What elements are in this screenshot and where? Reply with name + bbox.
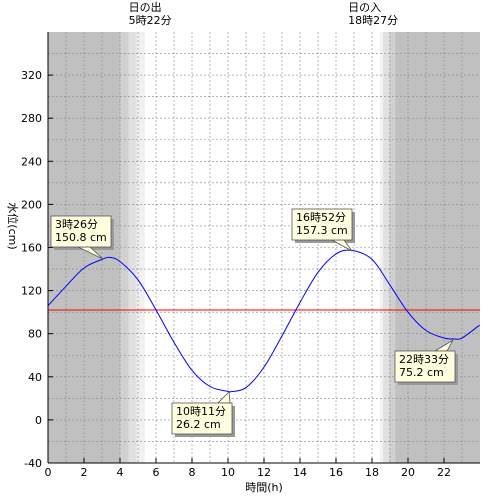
tide-curve <box>47 249 480 393</box>
x-tick-label: 6 <box>153 466 160 479</box>
y-tick-label: 240 <box>21 155 42 168</box>
x-tick-label: 10 <box>221 466 235 479</box>
x-tick-label: 12 <box>257 466 271 479</box>
y-tick-label: 320 <box>21 69 42 82</box>
y-tick-label: 160 <box>21 242 42 255</box>
callout-box <box>291 208 353 241</box>
axes: 0 2 4 6 8 10 12 14 16 18 20 22-40040801201602002402… <box>21 32 480 479</box>
sun-labels: 日の出 5時22分 日の入 18時27分 <box>129 0 398 27</box>
y-tick-label: -40 <box>24 457 42 470</box>
callout-box <box>394 350 456 383</box>
x-tick-label: 22 <box>437 466 451 479</box>
x-tick-label: 16 <box>329 466 343 479</box>
y-tick-label: 200 <box>21 198 42 211</box>
callout-time: 3時26分 <box>55 218 98 231</box>
sunrise-time: 5時22分 <box>129 14 172 27</box>
callout-time: 22時33分 <box>399 353 449 366</box>
callout-time: 10時11分 <box>176 405 226 418</box>
x-tick-label: 0 <box>45 466 52 479</box>
callout-time: 16時52分 <box>296 211 346 224</box>
x-tick-label: 14 <box>293 466 307 479</box>
y-tick-label: 0 <box>35 414 42 427</box>
callout-box <box>171 402 233 435</box>
callout-box <box>50 215 112 248</box>
y-axis-title: 水位(cm) <box>6 202 20 249</box>
sunrise-label: 日の出 <box>129 0 162 14</box>
y-tick-label: 80 <box>28 328 42 341</box>
x-tick-label: 18 <box>365 466 379 479</box>
callout-level: 75.2 cm <box>399 366 444 379</box>
x-tick-label: 4 <box>117 466 124 479</box>
y-tick-label: 280 <box>21 112 42 125</box>
callout-level: 157.3 cm <box>296 224 348 237</box>
callout-level: 150.8 cm <box>55 231 107 244</box>
x-tick-label: 20 <box>401 466 415 479</box>
sunset-label: 日の入 <box>348 1 381 14</box>
x-axis-title: 時間(h) <box>245 481 283 494</box>
tide-curve-group <box>47 249 480 393</box>
x-tick-label: 8 <box>189 466 196 479</box>
callout-level: 26.2 cm <box>176 418 221 431</box>
y-tick-label: 40 <box>28 371 42 384</box>
y-tick-label: 120 <box>21 285 42 298</box>
x-tick-label: 2 <box>81 466 88 479</box>
sunset-time: 18時27分 <box>348 14 398 27</box>
dusk-band <box>383 32 390 463</box>
grid <box>48 32 480 463</box>
